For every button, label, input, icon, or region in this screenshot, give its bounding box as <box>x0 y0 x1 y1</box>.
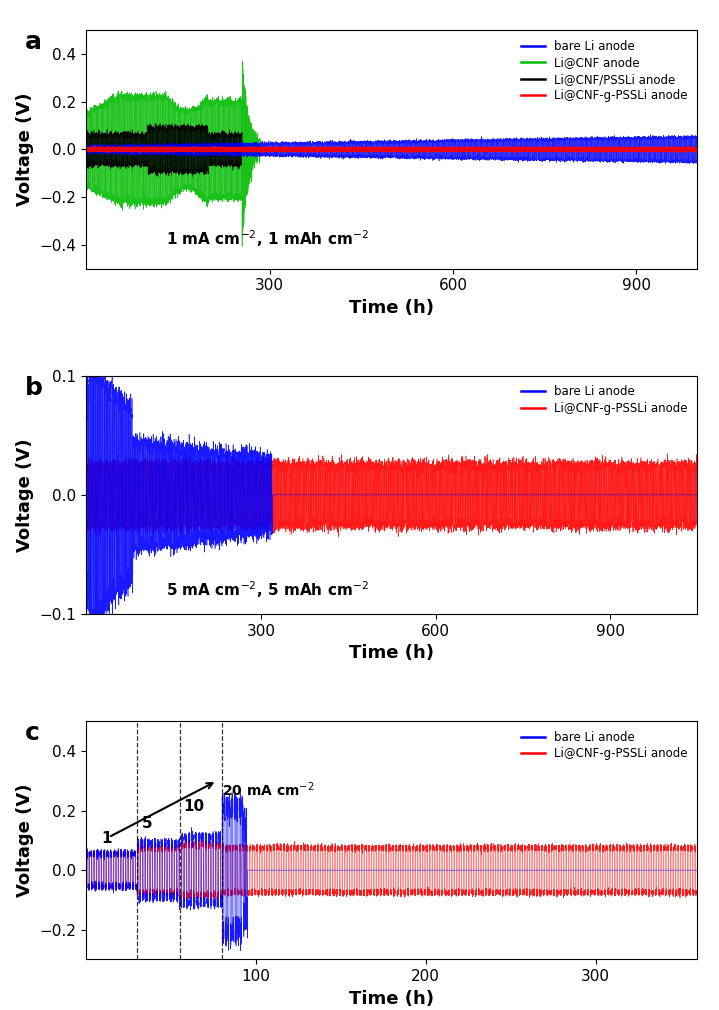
X-axis label: Time (h): Time (h) <box>349 990 434 1008</box>
Y-axis label: Voltage (V): Voltage (V) <box>16 93 34 206</box>
Text: 1: 1 <box>101 831 112 846</box>
Legend: bare Li anode, Li@CNF-g-PSSLi anode: bare Li anode, Li@CNF-g-PSSLi anode <box>518 382 692 418</box>
Text: 20 mA cm$^{-2}$: 20 mA cm$^{-2}$ <box>222 780 314 799</box>
X-axis label: Time (h): Time (h) <box>349 299 434 317</box>
Text: 10: 10 <box>183 799 204 814</box>
Text: c: c <box>25 721 40 745</box>
Text: 5: 5 <box>142 816 153 831</box>
Y-axis label: Voltage (V): Voltage (V) <box>16 784 34 897</box>
Legend: bare Li anode, Li@CNF-g-PSSLi anode: bare Li anode, Li@CNF-g-PSSLi anode <box>518 727 692 764</box>
Text: a: a <box>25 30 42 55</box>
Text: 1 mA cm$^{-2}$, 1 mAh cm$^{-2}$: 1 mA cm$^{-2}$, 1 mAh cm$^{-2}$ <box>165 229 369 249</box>
Legend: bare Li anode, Li@CNF anode, Li@CNF/PSSLi anode, Li@CNF-g-PSSLi anode: bare Li anode, Li@CNF anode, Li@CNF/PSSL… <box>518 36 692 106</box>
Text: b: b <box>25 376 43 400</box>
Text: 5 mA cm$^{-2}$, 5 mAh cm$^{-2}$: 5 mA cm$^{-2}$, 5 mAh cm$^{-2}$ <box>165 579 369 600</box>
X-axis label: Time (h): Time (h) <box>349 644 434 663</box>
Y-axis label: Voltage (V): Voltage (V) <box>16 438 34 551</box>
